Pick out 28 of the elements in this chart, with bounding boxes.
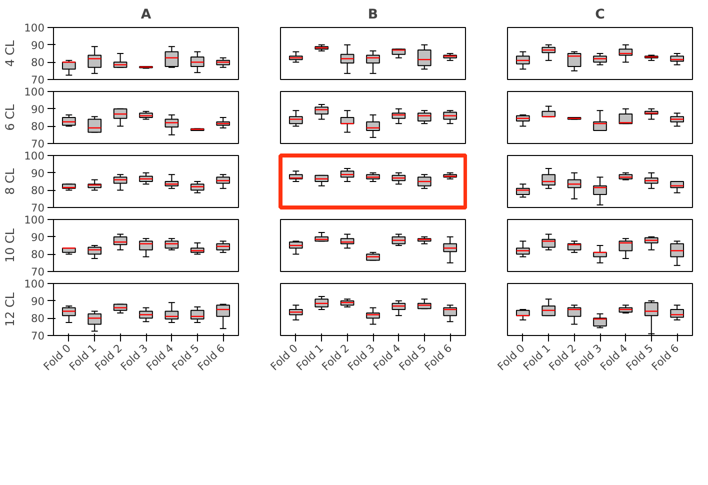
y-tick-label: 70	[30, 202, 45, 214]
y-tick-label: 90	[30, 230, 45, 244]
y-tick-label: 100	[24, 214, 45, 226]
y-axis-title: 10 CL	[3, 228, 18, 263]
y-tick-label: 80	[30, 312, 45, 326]
chart-title: C	[595, 8, 605, 22]
y-tick-label: 100	[24, 86, 45, 98]
y-tick-label: 90	[30, 102, 45, 116]
y-tick-label: 100	[24, 22, 45, 34]
y-axis-title: 4 CL	[3, 40, 18, 67]
y-tick-label: 90	[30, 38, 45, 52]
y-tick-label: 80	[30, 56, 45, 70]
y-tick-label: 70	[30, 74, 45, 86]
y-axis-title: 8 CL	[3, 168, 18, 195]
y-tick-label: 70	[30, 138, 45, 150]
y-tick-label: 100	[24, 150, 45, 162]
y-tick-label: 90	[30, 166, 45, 180]
y-tick-label: 100	[24, 278, 45, 290]
y-axis-title: 12 CL	[3, 292, 18, 327]
y-tick-label: 90	[30, 294, 45, 308]
y-tick-label: 70	[30, 266, 45, 278]
y-tick-label: 80	[30, 248, 45, 262]
y-tick-label: 70	[30, 330, 45, 342]
y-tick-label: 80	[30, 184, 45, 198]
y-tick-label: 80	[30, 120, 45, 134]
y-axis-title: 6 CL	[3, 104, 18, 131]
chart-title: A	[140, 8, 152, 22]
chart-title: B	[368, 8, 378, 22]
